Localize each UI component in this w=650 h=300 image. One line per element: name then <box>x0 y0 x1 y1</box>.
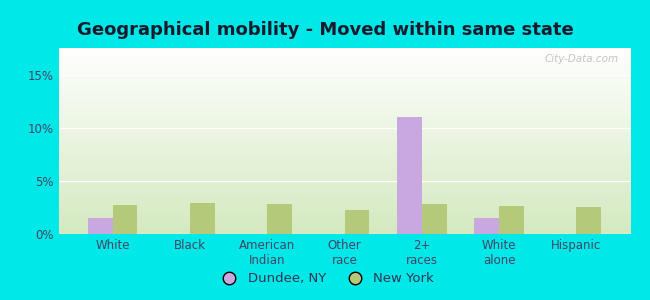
Bar <box>267 204 292 234</box>
Legend: Dundee, NY, New York: Dundee, NY, New York <box>211 267 439 290</box>
Bar <box>190 203 214 234</box>
Bar <box>474 218 499 234</box>
Bar <box>88 218 112 234</box>
Bar <box>577 207 601 234</box>
Text: Geographical mobility - Moved within same state: Geographical mobility - Moved within sam… <box>77 21 573 39</box>
Bar <box>344 210 369 234</box>
Bar <box>112 205 137 234</box>
Text: City-Data.com: City-Data.com <box>545 54 619 64</box>
Bar <box>422 204 447 234</box>
Bar <box>397 117 422 234</box>
Bar <box>499 206 524 234</box>
